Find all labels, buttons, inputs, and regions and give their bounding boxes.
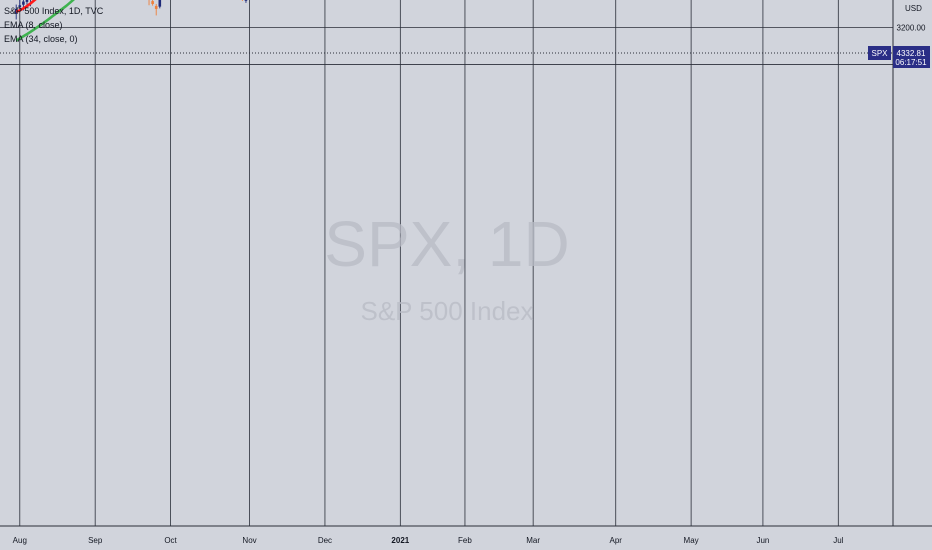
time-tick-label: Jun bbox=[756, 536, 769, 545]
candle-body bbox=[158, 0, 162, 7]
bar-countdown: 06:17:51 bbox=[895, 58, 927, 67]
candle-body bbox=[18, 5, 22, 7]
time-tick-label: May bbox=[684, 536, 699, 545]
ema-slow-label[interactable]: EMA (34, close, 0) bbox=[4, 34, 78, 44]
time-tick-label: Oct bbox=[164, 536, 177, 545]
candle-body bbox=[22, 1, 25, 5]
candle-body bbox=[25, 0, 29, 2]
axis-price-tags: SPX 4332.81 06:17:51 3965.003915.00 bbox=[868, 46, 930, 68]
symbol-tag-background bbox=[868, 46, 891, 60]
time-tick-label: Nov bbox=[242, 536, 256, 545]
time-tick-label: Jul bbox=[833, 536, 843, 545]
time-tick-label: Mar bbox=[526, 536, 540, 545]
chart-legend[interactable]: S&P 500 Index, 1D, TVC EMA (8, close) EM… bbox=[4, 4, 103, 46]
time-tick-label: Aug bbox=[13, 536, 27, 545]
time-axis[interactable]: Aug Sep Oct Nov Dec 2021 Feb Mar Apr May Jun Jul bbox=[13, 536, 844, 545]
watermark: SPX, 1D S&P 500 Index bbox=[324, 208, 569, 326]
candle-body bbox=[151, 1, 154, 5]
time-tick-label: 2021 bbox=[391, 536, 409, 545]
grid-lines bbox=[0, 0, 893, 526]
currency-label: USD bbox=[905, 4, 922, 13]
candle-body bbox=[244, 0, 248, 1]
watermark-name: S&P 500 Index bbox=[361, 296, 534, 326]
symbol-title[interactable]: S&P 500 Index, 1D, TVC bbox=[4, 6, 104, 16]
time-tick-label: Apr bbox=[610, 536, 623, 545]
watermark-symbol: SPX, 1D bbox=[324, 208, 569, 280]
symbol-tag: SPX bbox=[871, 49, 888, 58]
price-tick-label: 3200.00 bbox=[897, 23, 926, 32]
time-tick-label: Sep bbox=[88, 536, 103, 545]
time-tick-label: Dec bbox=[318, 536, 332, 545]
time-tick-label: Feb bbox=[458, 536, 472, 545]
last-price-value: 4332.81 bbox=[897, 49, 926, 58]
last-price-tag-background bbox=[893, 46, 930, 68]
candle-body bbox=[154, 5, 158, 9]
ema-fast-label[interactable]: EMA (8, close) bbox=[4, 20, 63, 30]
